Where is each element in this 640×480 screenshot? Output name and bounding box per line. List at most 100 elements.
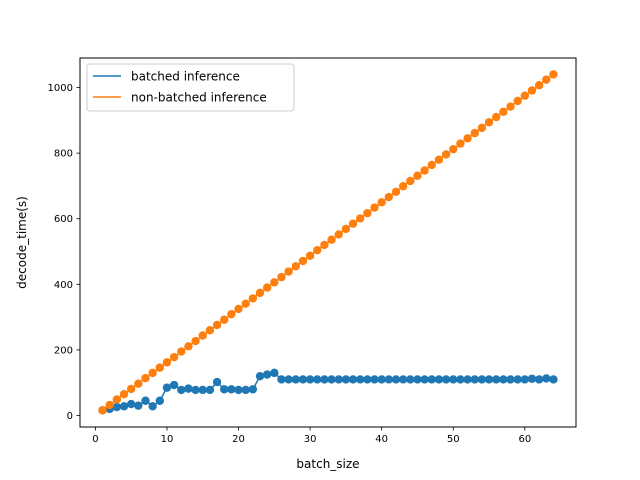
legend-label: batched inference bbox=[131, 70, 240, 84]
data-point bbox=[463, 375, 472, 384]
data-point bbox=[334, 230, 343, 239]
data-point bbox=[270, 368, 279, 378]
data-point bbox=[506, 102, 515, 111]
data-point bbox=[398, 182, 408, 191]
data-point bbox=[341, 375, 351, 384]
data-point bbox=[542, 75, 551, 84]
y-axis: 0 200 400 600 800 1000 bbox=[48, 83, 80, 422]
data-point bbox=[477, 375, 487, 384]
data-point bbox=[284, 375, 293, 384]
data-point bbox=[220, 385, 229, 394]
data-point bbox=[248, 294, 258, 303]
data-point bbox=[134, 379, 143, 388]
data-point bbox=[212, 377, 222, 387]
series-line bbox=[102, 73, 554, 411]
data-point bbox=[363, 375, 372, 384]
data-point bbox=[370, 203, 379, 212]
data-point bbox=[98, 406, 107, 415]
y-tick-label: 1000 bbox=[48, 83, 73, 94]
data-point bbox=[406, 375, 415, 384]
data-point bbox=[441, 375, 451, 384]
x-tick-label: 30 bbox=[304, 434, 317, 445]
x-tick-label: 0 bbox=[92, 434, 98, 445]
data-point bbox=[184, 384, 193, 393]
data-point bbox=[313, 246, 322, 255]
data-point bbox=[169, 352, 179, 362]
series-2 bbox=[98, 70, 558, 415]
data-point bbox=[327, 375, 336, 384]
legend: batched inference non-batched inference bbox=[86, 63, 295, 112]
legend-label: non-batched inference bbox=[131, 91, 267, 105]
data-point bbox=[162, 358, 172, 367]
x-tick-label: 60 bbox=[518, 434, 531, 445]
data-point bbox=[499, 375, 508, 384]
data-point bbox=[456, 139, 465, 148]
data-point bbox=[527, 374, 537, 383]
data-point bbox=[441, 150, 451, 159]
x-tick-label: 20 bbox=[232, 434, 245, 445]
data-point bbox=[377, 375, 386, 384]
data-point bbox=[549, 375, 558, 384]
data-point bbox=[506, 375, 515, 384]
data-point bbox=[434, 155, 444, 164]
series-1 bbox=[98, 368, 558, 415]
data-point bbox=[112, 402, 122, 412]
data-point bbox=[348, 375, 358, 384]
x-tick-label: 40 bbox=[375, 434, 388, 445]
data-point bbox=[291, 375, 300, 384]
y-tick-label: 800 bbox=[54, 149, 73, 160]
data-point bbox=[227, 385, 236, 394]
data-point bbox=[119, 402, 129, 411]
data-point bbox=[327, 235, 336, 244]
x-tick-label: 10 bbox=[161, 434, 174, 445]
data-point bbox=[377, 198, 386, 207]
data-point bbox=[277, 375, 286, 384]
data-point bbox=[420, 166, 429, 175]
data-point bbox=[413, 375, 422, 384]
data-point bbox=[277, 272, 286, 282]
data-point bbox=[413, 171, 422, 180]
data-point bbox=[341, 224, 351, 234]
data-point bbox=[119, 390, 129, 399]
data-point bbox=[513, 96, 522, 106]
data-point bbox=[291, 262, 300, 271]
data-point bbox=[384, 375, 394, 384]
data-point bbox=[534, 375, 544, 384]
data-point bbox=[356, 375, 365, 384]
data-point bbox=[248, 385, 258, 394]
data-point bbox=[155, 363, 164, 372]
x-axis: 0 10 20 30 40 50 60 bbox=[92, 427, 531, 445]
data-point bbox=[484, 118, 494, 127]
data-point bbox=[241, 385, 250, 395]
y-tick-label: 400 bbox=[54, 280, 73, 291]
data-point bbox=[234, 304, 243, 314]
x-tick-label: 50 bbox=[447, 434, 460, 445]
data-point bbox=[356, 214, 365, 223]
data-point bbox=[177, 347, 186, 356]
data-point bbox=[391, 375, 401, 384]
data-point bbox=[456, 375, 465, 384]
data-point bbox=[520, 375, 530, 384]
plot-marks bbox=[98, 70, 558, 415]
y-tick-label: 600 bbox=[54, 214, 73, 225]
data-point bbox=[126, 399, 136, 409]
data-point bbox=[212, 320, 222, 330]
data-point bbox=[305, 251, 315, 260]
data-point bbox=[126, 384, 136, 394]
data-point bbox=[492, 112, 501, 122]
data-point bbox=[134, 401, 143, 410]
data-point bbox=[499, 107, 508, 116]
data-point bbox=[542, 374, 551, 383]
data-point bbox=[527, 86, 537, 95]
legend-box bbox=[86, 63, 295, 112]
data-point bbox=[255, 371, 265, 381]
data-point bbox=[162, 383, 172, 392]
data-point bbox=[262, 283, 272, 292]
axes-frame bbox=[79, 57, 577, 428]
data-point bbox=[406, 176, 415, 186]
data-point bbox=[198, 385, 207, 395]
data-point bbox=[177, 385, 186, 395]
data-point bbox=[234, 385, 243, 395]
data-point bbox=[420, 375, 429, 384]
